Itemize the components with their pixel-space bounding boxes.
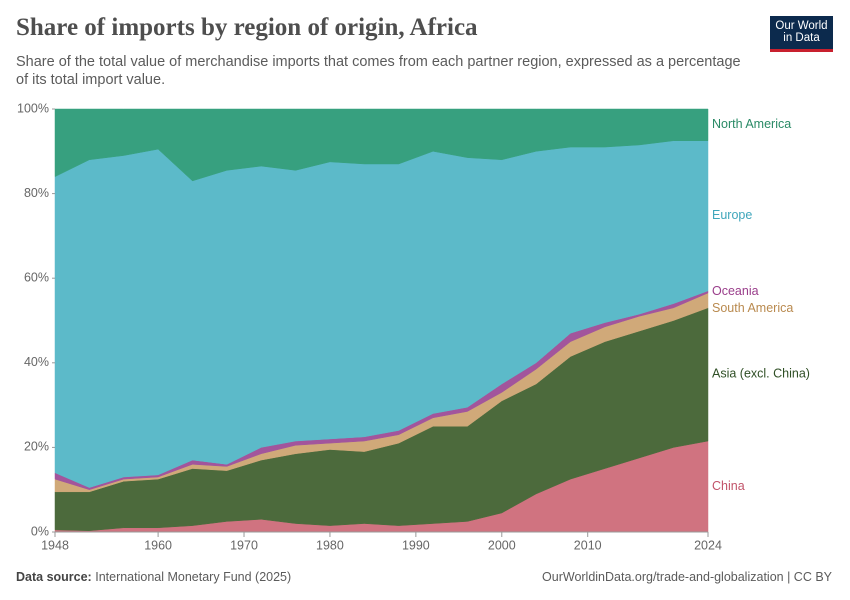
x-tick-label: 2010 bbox=[574, 538, 602, 552]
legend-label: Oceania bbox=[712, 284, 759, 298]
legend-label: South America bbox=[712, 301, 793, 315]
x-tick-label: 2024 bbox=[694, 538, 722, 552]
y-tick-label: 20% bbox=[24, 440, 49, 454]
y-tick-label: 60% bbox=[24, 270, 49, 284]
x-tick-label: 2000 bbox=[488, 538, 516, 552]
title: Share of imports by region of origin, Af… bbox=[16, 14, 478, 41]
area bbox=[54, 108, 709, 182]
source: Data source: International Monetary Fund… bbox=[16, 570, 291, 584]
y-tick-label: 0% bbox=[31, 524, 49, 538]
x-tick-label: 1948 bbox=[41, 538, 69, 552]
x-tick-label: 1980 bbox=[316, 538, 344, 552]
source-text: International Monetary Fund (2025) bbox=[95, 570, 292, 584]
y-tick-label: 80% bbox=[24, 186, 49, 200]
y-tick-label: 100% bbox=[17, 101, 49, 115]
x-tick-label: 1990 bbox=[402, 538, 430, 552]
source-label: Data source: bbox=[16, 570, 92, 584]
legend-label: North America bbox=[712, 117, 791, 131]
subtitle: Share of the total value of merchandise … bbox=[16, 54, 741, 88]
legend-label: Asia (excl. China) bbox=[712, 367, 810, 381]
legend-label: Europe bbox=[712, 208, 752, 222]
x-tick-label: 1970 bbox=[230, 538, 258, 552]
logo[interactable]: Our World in Data bbox=[770, 16, 833, 52]
y-tick-label: 40% bbox=[24, 355, 49, 369]
x-tick-label: 1960 bbox=[144, 538, 172, 552]
legend-label: China bbox=[712, 479, 745, 493]
license[interactable]: OurWorldinData.org/trade-and-globalizati… bbox=[542, 570, 832, 584]
